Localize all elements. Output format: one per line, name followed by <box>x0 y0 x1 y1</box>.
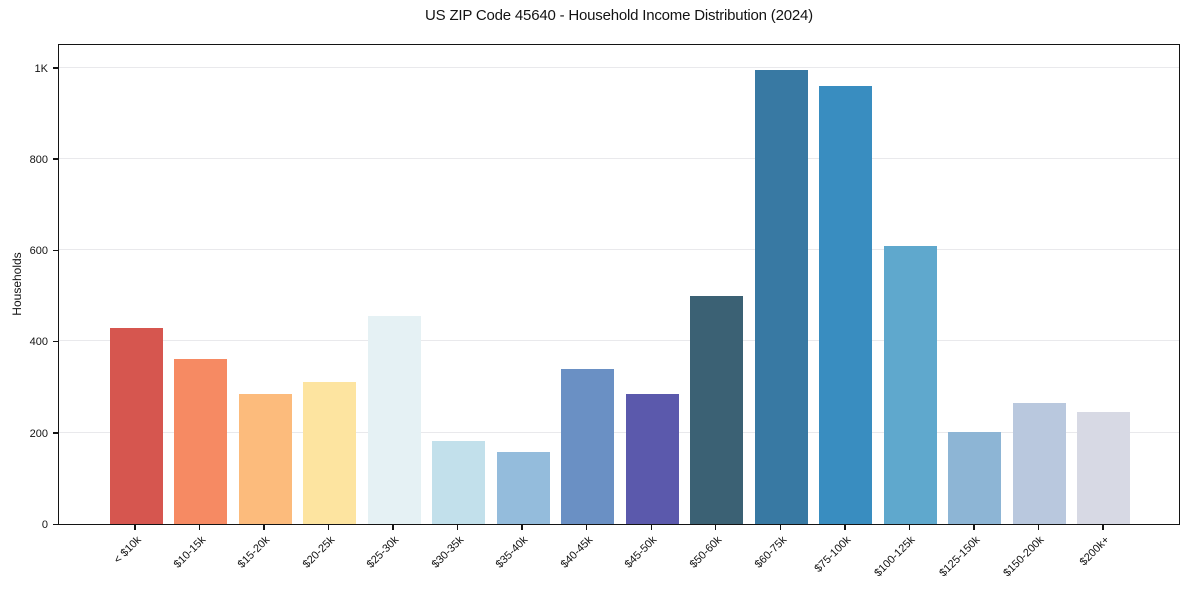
bar-$60-75k <box>754 69 808 524</box>
y-tick-label: 600 <box>29 245 48 258</box>
bar-< $10k <box>109 327 163 524</box>
y-tick-mark <box>53 432 58 434</box>
gridline-800 <box>59 157 1179 159</box>
x-tick-label: $200k+ <box>1077 534 1112 569</box>
x-tick-label: $15-20k <box>235 534 273 571</box>
y-axis: 0 200 400 600 800 1K <box>0 44 58 531</box>
x-tick-label: $40-45k <box>558 534 596 571</box>
bar-$200k+ <box>1077 412 1131 524</box>
x-tick-mark <box>650 525 652 530</box>
y-tick-label: 800 <box>29 153 48 166</box>
y-tick-mark <box>53 158 58 160</box>
x-tick-mark <box>392 525 394 530</box>
y-tick-label: 0 <box>41 519 48 531</box>
x-tick-label: $20-25k <box>300 534 338 571</box>
x-tick-mark <box>586 525 588 530</box>
x-tick-mark <box>327 525 330 530</box>
x-tick-mark <box>521 525 523 530</box>
bar-$20-25k <box>303 381 357 524</box>
bar-$45-50k <box>625 393 679 524</box>
bar-$40-45k <box>561 368 615 524</box>
bar-$150-200k <box>1012 403 1066 524</box>
x-tick-mark <box>263 525 265 530</box>
y-tick-label: 1K <box>34 62 48 75</box>
bar-$10-15k <box>174 358 228 524</box>
x-tick-label: $125-150k <box>937 534 983 580</box>
x-tick-mark <box>844 525 846 530</box>
y-tick-label: 400 <box>29 336 48 349</box>
bar-$35-40k <box>496 452 550 524</box>
y-tick-mark <box>53 249 58 252</box>
x-tick-mark <box>134 525 136 530</box>
y-tick-label: 200 <box>29 427 48 440</box>
x-tick-mark <box>198 525 201 530</box>
x-tick-mark <box>1102 525 1104 530</box>
gridline-200 <box>59 431 1179 433</box>
x-axis: < $10k $10-15k $15-20k $20-25k $25-30k $30-35… <box>58 525 1180 590</box>
x-tick-label: $50-60k <box>687 534 725 571</box>
gridline-400 <box>59 340 1179 342</box>
x-tick-label: $25-30k <box>364 534 402 571</box>
bar-$75-100k <box>819 85 873 524</box>
bar-$15-20k <box>238 393 292 524</box>
y-tick-mark <box>53 67 58 69</box>
y-tick-mark <box>53 523 58 525</box>
x-tick-mark <box>908 525 911 530</box>
x-tick-label: $60-75k <box>752 534 789 571</box>
bar-$125-150k <box>948 431 1002 524</box>
x-tick-label: $10-15k <box>171 534 209 571</box>
x-tick-mark <box>456 525 459 530</box>
x-tick-mark <box>779 525 781 530</box>
bar-$30-35k <box>432 440 486 524</box>
bar-$50-60k <box>690 295 744 524</box>
x-tick-label: $45-50k <box>623 534 660 571</box>
x-tick-label: $30-35k <box>429 534 467 571</box>
x-tick-label: $150-200k <box>1001 534 1047 580</box>
x-tick-mark <box>1037 525 1040 530</box>
bar-$25-30k <box>367 316 421 524</box>
x-tick-mark <box>715 525 717 530</box>
x-tick-label: $100-125k <box>872 534 918 580</box>
gridline-600 <box>59 249 1179 251</box>
x-tick-label: < $10k <box>111 534 144 567</box>
y-tick-mark <box>53 341 58 343</box>
plot-area <box>58 44 1180 525</box>
gridline-1K <box>59 66 1179 68</box>
x-tick-mark <box>973 525 975 530</box>
chart-title: US ZIP Code 45640 - Household Income Dis… <box>425 7 813 24</box>
x-tick-label: $75-100k <box>812 534 854 575</box>
x-tick-label: $35-40k <box>494 534 531 571</box>
bar-$100-125k <box>883 245 937 524</box>
